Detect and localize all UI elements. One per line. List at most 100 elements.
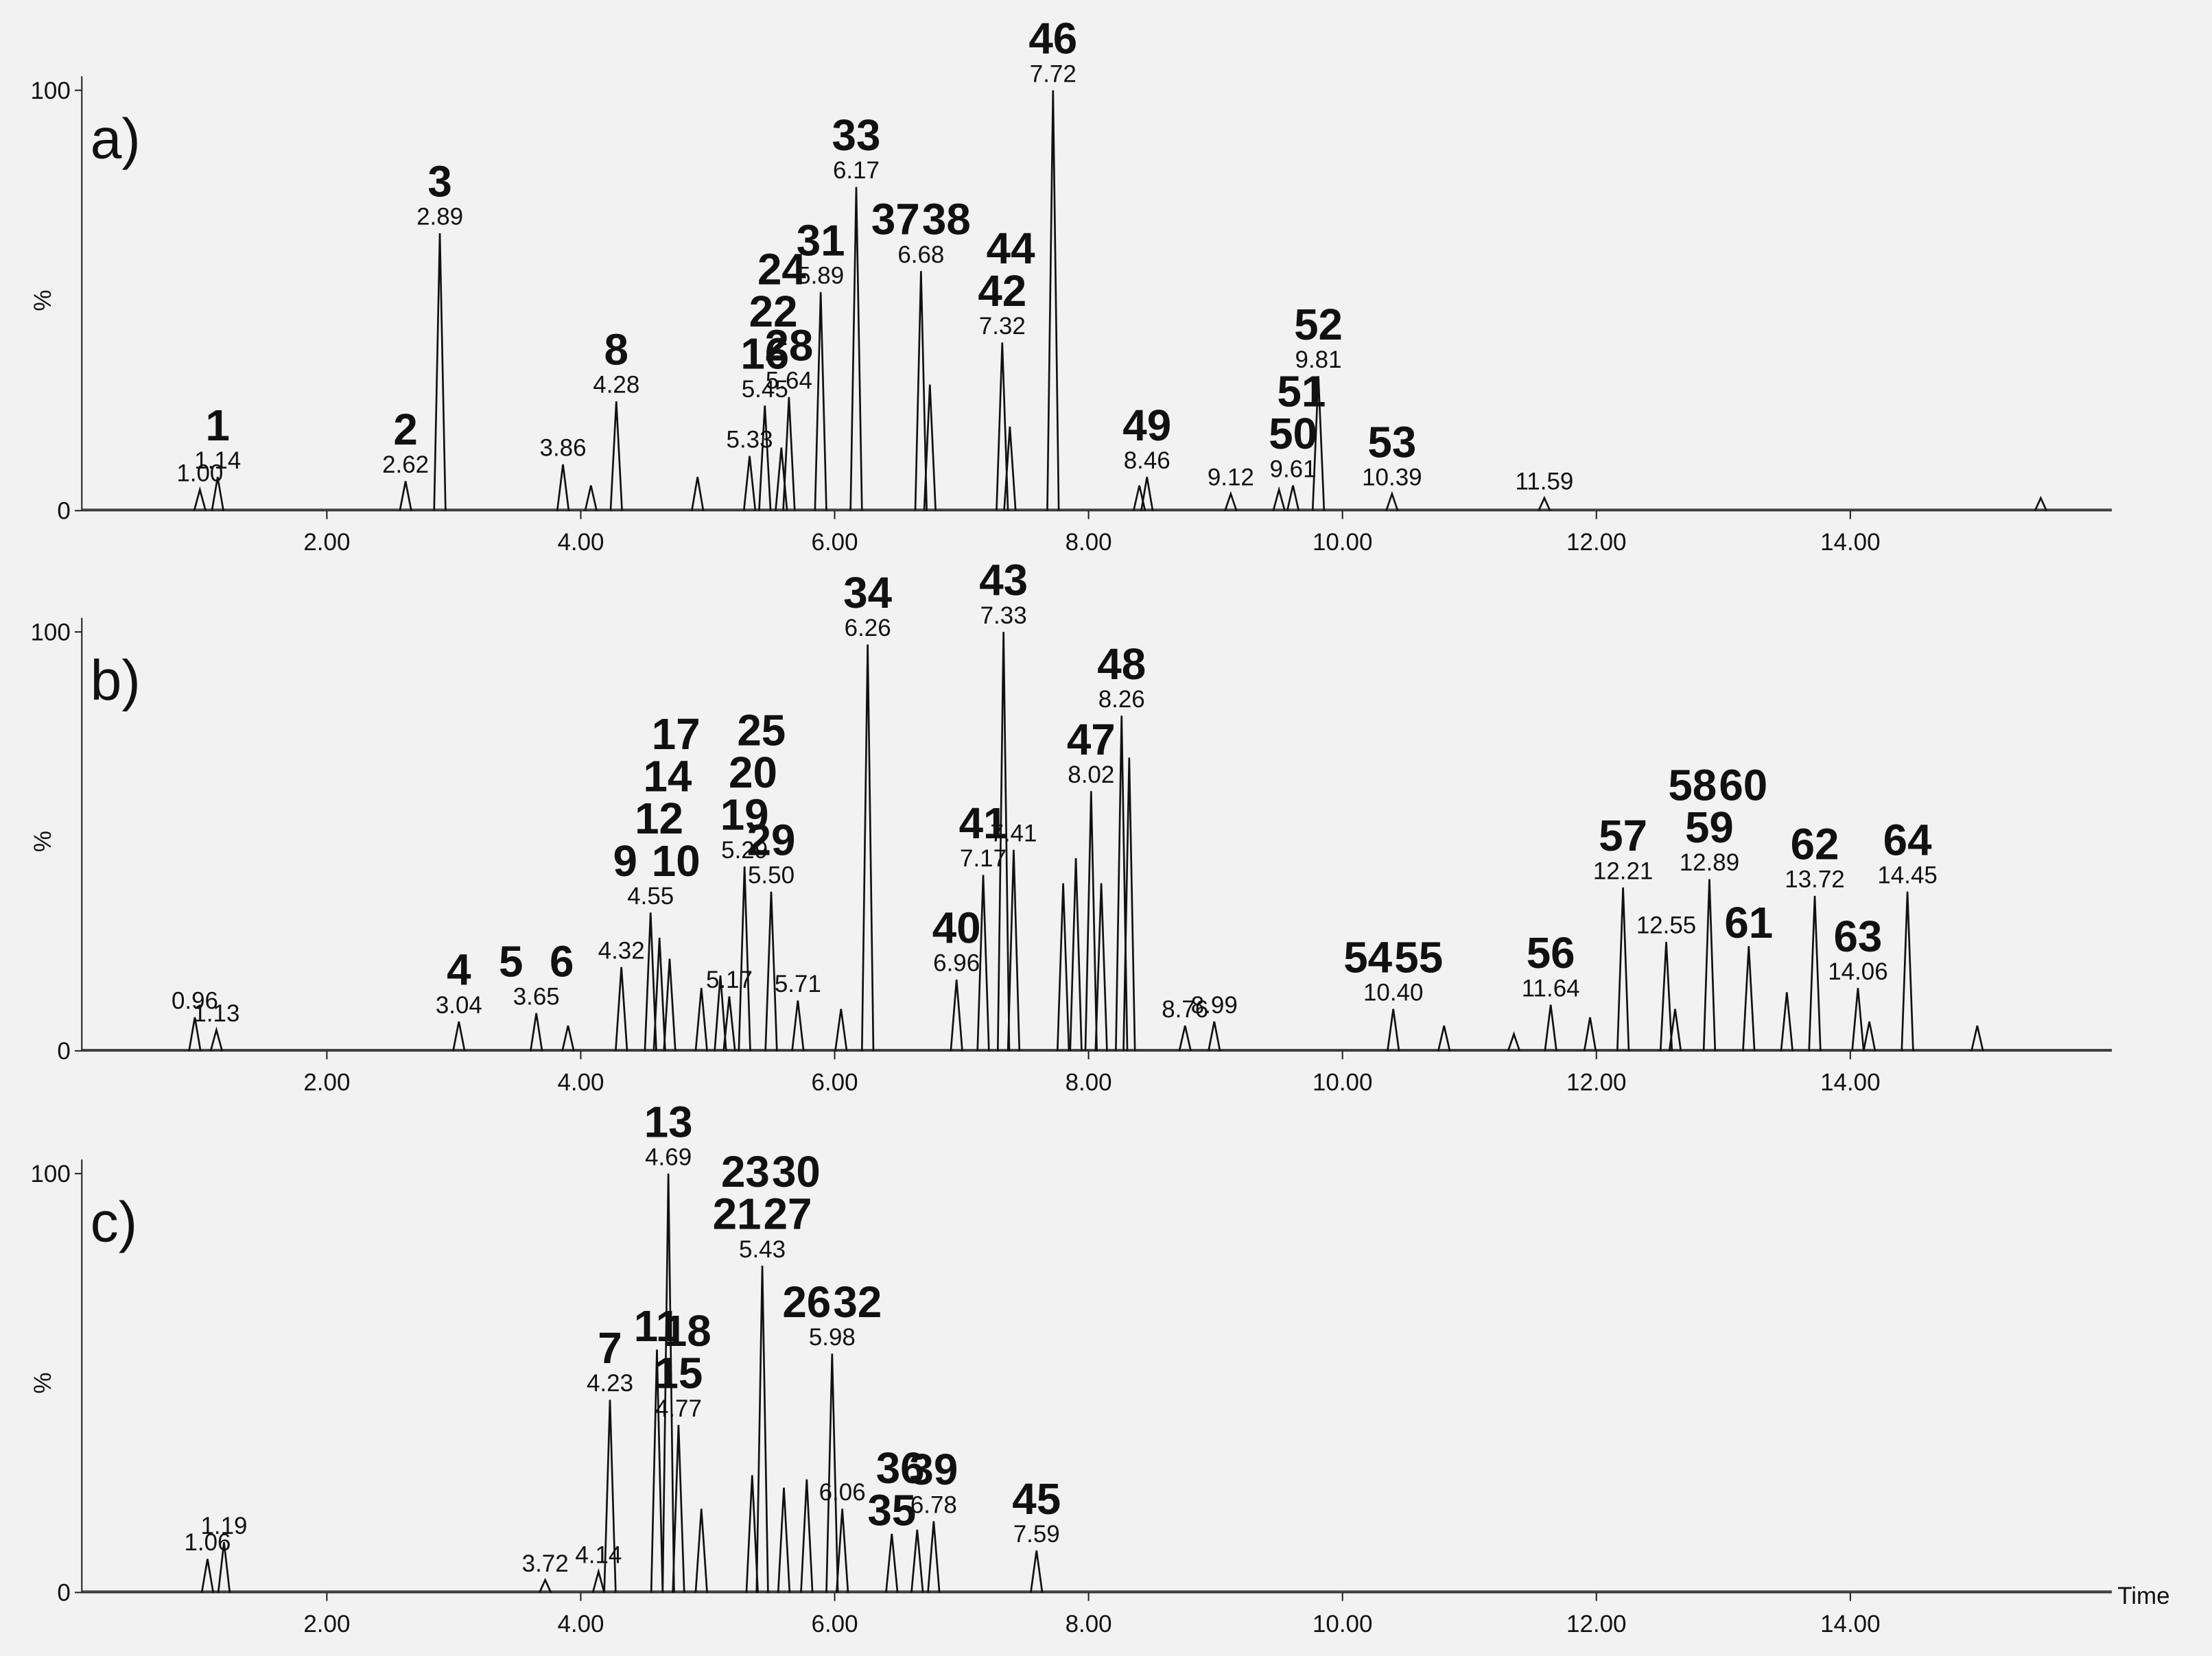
retention-time-label: 3.04 (436, 992, 482, 1019)
peak (561, 1025, 575, 1052)
peak (1659, 942, 1673, 1051)
retention-time-label: 5.17 (706, 967, 753, 993)
retention-time-label: 5.29 (721, 837, 768, 864)
retention-time-label: 7.33 (980, 602, 1027, 629)
y-tick-label: 100 (31, 619, 71, 646)
retention-time-label: 9.12 (1208, 464, 1254, 491)
compound-id: 11 (634, 1301, 680, 1351)
peak (672, 1425, 685, 1593)
peak (755, 1266, 769, 1593)
peak (849, 187, 863, 511)
retention-time-label: 1.14 (194, 447, 241, 474)
retention-time-label: 6.17 (833, 157, 880, 184)
retention-time-label: 11.64 (1522, 975, 1580, 1002)
peak (539, 1577, 552, 1593)
peak (615, 967, 628, 1051)
retention-time-label: 8.99 (1191, 992, 1238, 1019)
peak (714, 975, 727, 1051)
y-axis-label: % (30, 831, 56, 852)
compound-id: 26 (782, 1277, 831, 1327)
x-axis-label: Time (2117, 1583, 2169, 1609)
peak (1385, 490, 1399, 511)
peak (1544, 1004, 1557, 1052)
compound-id: 17 (652, 709, 701, 759)
retention-time-label: 8.02 (1068, 761, 1114, 788)
compound-id: 64 (1883, 815, 1932, 864)
peak (791, 1000, 805, 1052)
compound-id: 40 (932, 903, 981, 953)
peak (910, 1529, 924, 1593)
compound-id: 1 (206, 401, 230, 450)
retention-time-label: 6.68 (897, 241, 944, 268)
peak (609, 401, 623, 511)
peak (996, 632, 1011, 1051)
peak (1780, 992, 1793, 1051)
peak (1742, 946, 1756, 1051)
y-tick-label: 0 (57, 1038, 70, 1065)
compound-id: 30 (772, 1147, 821, 1196)
compound-id: 29 (747, 815, 796, 864)
peak (1507, 1031, 1521, 1052)
compound-id: 2 (393, 405, 417, 454)
x-tick-label: 6.00 (812, 529, 858, 556)
peak (211, 477, 224, 511)
compound-id: 23 (721, 1147, 770, 1196)
retention-time-label: 13.72 (1785, 866, 1844, 893)
peak (603, 1399, 617, 1593)
y-tick-label: 100 (31, 78, 71, 104)
compound-id: 52 (1294, 300, 1343, 349)
retention-time-label: 4.28 (593, 372, 639, 399)
peak (584, 485, 598, 511)
peak (1808, 895, 1822, 1051)
retention-time-label: 4.69 (645, 1144, 692, 1170)
y-axis-label: % (30, 289, 56, 311)
peak (694, 1509, 708, 1593)
peak (1007, 849, 1021, 1051)
peak (1538, 495, 1551, 511)
peak (950, 979, 963, 1051)
retention-time-label: 8.76 (1162, 996, 1208, 1023)
x-tick-label: 14.00 (1820, 1069, 1880, 1096)
peak (745, 1475, 759, 1593)
retention-time-label: 2.62 (382, 451, 429, 478)
peak (193, 486, 207, 511)
peak (691, 477, 705, 511)
compound-id: 21 (713, 1190, 762, 1239)
peak (1224, 490, 1238, 511)
compound-id: 57 (1599, 811, 1647, 860)
peak (1030, 1550, 1044, 1593)
peak (1046, 90, 1060, 511)
peak (976, 875, 990, 1051)
compound-id: 38 (922, 195, 971, 244)
retention-time-label: 3.72 (522, 1550, 569, 1577)
y-tick-label: 0 (57, 498, 70, 525)
compound-id: 48 (1097, 639, 1146, 689)
retention-time-label: 12.21 (1593, 857, 1653, 884)
panel-label: a) (91, 108, 141, 170)
compound-id: 25 (737, 705, 786, 755)
retention-time-label: 11.59 (1515, 469, 1573, 495)
peak (1851, 988, 1865, 1051)
compound-id: 8 (604, 325, 628, 375)
retention-time-label: 10.39 (1362, 464, 1422, 491)
compound-id: 56 (1527, 928, 1575, 978)
panel-label: c) (91, 1191, 138, 1253)
retention-time-label: 4.23 (587, 1370, 633, 1397)
compound-id: 5 (499, 936, 523, 986)
peak (758, 405, 772, 511)
compound-id: 35 (867, 1486, 916, 1535)
peak (1178, 1025, 1192, 1052)
compound-id: 36 (876, 1443, 925, 1493)
compound-id: 22 (749, 287, 798, 336)
peak (835, 1509, 849, 1593)
compound-id: 61 (1724, 898, 1773, 947)
compound-id: 62 (1791, 819, 1839, 868)
compound-id: 9 (613, 836, 637, 886)
peak (217, 1541, 231, 1593)
x-tick-label: 4.00 (557, 1611, 604, 1637)
retention-time-label: 1.00 (176, 460, 223, 486)
peak (1094, 883, 1108, 1051)
peak (1286, 485, 1300, 511)
compound-id: 37 (871, 195, 920, 244)
x-tick-label: 12.00 (1566, 1611, 1626, 1637)
